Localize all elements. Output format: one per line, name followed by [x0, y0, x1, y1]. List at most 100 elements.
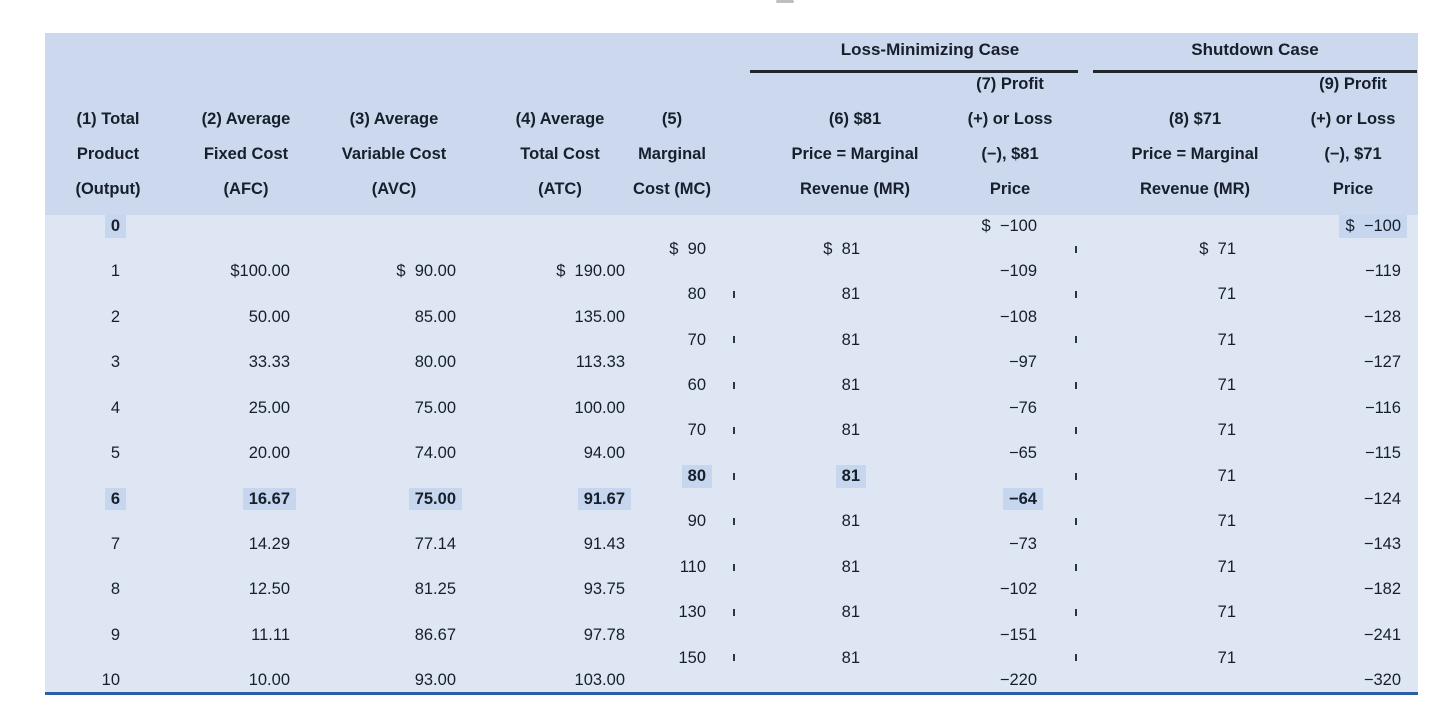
table-cell-col2-line18: 11.11 [251, 625, 290, 644]
table-cell-col8-line1: $ 71 [1199, 239, 1236, 258]
table-cell-col8-line15: 71 [1217, 557, 1236, 576]
column-header-line: Total Cost [520, 145, 600, 163]
table-cell-col7-line10: −65 [1009, 444, 1037, 463]
table-cell-col4-line16: 93.75 [583, 580, 625, 599]
group-header-loss-minimizing: Loss-Minimizing Case [840, 40, 1020, 59]
row-separator-tick [733, 291, 735, 298]
column-header-1: (1) Total Product (Output) [75, 102, 140, 207]
table-cell-col1-line2: 1 [110, 262, 120, 281]
table-cell-col7-line4: −108 [999, 307, 1037, 326]
table-cell-col9-line16: −182 [1363, 580, 1401, 599]
row-separator-tick [1075, 654, 1077, 662]
row-separator-tick [1075, 381, 1077, 389]
column-header-8: (8) $71 Price = Marginal Revenue (MR) [1131, 102, 1258, 207]
table-cell-col8-line19: 71 [1217, 648, 1236, 667]
table-cell-col5-line17: 130 [678, 603, 706, 622]
table-cell-col8-line3: 71 [1217, 285, 1236, 304]
table-cell-col8-line7: 71 [1217, 376, 1236, 394]
table-cell-col3-line12: 75.00 [408, 487, 462, 511]
column-header-line: (Output) [75, 180, 141, 198]
table-cell-col4-line10: 94.00 [583, 444, 625, 463]
column-header-line: Cost (MC) [633, 180, 711, 198]
group-header-shutdown: Shutdown Case [1191, 40, 1319, 59]
row-separator-tick [733, 654, 735, 662]
row-separator-tick [733, 563, 735, 571]
table-cell-col1-line0: 0 [104, 215, 126, 238]
column-header-line: Fixed Cost [203, 145, 289, 163]
column-header-9: (9) Profit (+) or Loss (−), $71 Price [1311, 67, 1396, 207]
table-cell-col9-line14: −143 [1363, 535, 1401, 553]
table-cell-col9-line18: −241 [1363, 625, 1401, 644]
row-separator-tick [733, 336, 735, 344]
column-header-line: Price [1332, 180, 1374, 198]
table-cell-col9-line0: $ −100 [1339, 215, 1407, 238]
column-header-line: (+) or Loss [967, 110, 1053, 128]
row-separator-tick [733, 518, 735, 526]
column-header-6: (6) $81 Price = Marginal Revenue (MR) [791, 102, 918, 207]
table-cell-col6-line15: 81 [841, 557, 860, 576]
table-cell-col1-line18: 9 [110, 625, 120, 644]
table-cell-col7-line2: −109 [999, 262, 1037, 281]
table-cell-col2-line20: 10.00 [248, 671, 290, 690]
column-header-line: (5) [661, 110, 683, 128]
column-header-line: Revenue (MR) [1139, 180, 1251, 198]
table-cell-col4-line18: 97.78 [583, 625, 625, 644]
table-cell-col2-line6: 33.33 [248, 353, 290, 372]
column-header-line: Price = Marginal [791, 145, 919, 163]
table-cell-col6-line1: $ 81 [823, 239, 860, 258]
group-underline-shutdown [1093, 70, 1417, 73]
table-cell-col7-line14: −73 [1009, 535, 1037, 553]
row-separator-tick [733, 609, 735, 616]
column-header-line: Variable Cost [341, 145, 447, 163]
table-header: Loss-Minimizing Case Shutdown Case (1) T… [45, 33, 1418, 215]
table-cell-col6-line19: 81 [841, 648, 860, 667]
table-cell-col1-line10: 5 [110, 444, 120, 463]
table-cell-col5-line1: $ 90 [669, 239, 706, 258]
column-header-line: (−), $81 [981, 145, 1039, 163]
table-cell-col6-line11: 81 [835, 464, 866, 488]
row-separator-tick [1075, 291, 1077, 298]
group-underline-loss-minimizing [750, 70, 1078, 73]
table-cell-col3-line10: 74.00 [414, 444, 456, 463]
row-separator-tick [1075, 609, 1077, 616]
table-cell-col1-line16: 8 [110, 580, 120, 599]
row-separator-tick [1075, 245, 1077, 253]
table-cell-col5-line13: 90 [687, 512, 706, 531]
column-header-line: (9) Profit [1319, 75, 1387, 93]
column-header-line: Price [989, 180, 1031, 198]
table-cell-col5-line3: 80 [687, 285, 706, 304]
table-cell-col7-line6: −97 [1009, 353, 1037, 372]
column-header-line: (8) $71 [1168, 110, 1222, 128]
row-separator-tick [733, 427, 735, 435]
column-header-line: (3) Average [349, 110, 439, 128]
row-separator-tick [733, 472, 735, 480]
table-cell-col7-line8: −76 [1009, 398, 1037, 417]
table-cell-col3-line6: 80.00 [414, 353, 456, 372]
table-cell-col2-line8: 25.00 [248, 398, 290, 417]
column-header-line: (ATC) [538, 180, 582, 198]
table-cell-col6-line5: 81 [841, 330, 860, 349]
table-cell-col4-line20: 103.00 [574, 671, 625, 690]
table-cell-col5-line7: 60 [687, 376, 706, 394]
table-cell-col1-line20: 10 [101, 671, 120, 690]
column-header-line: (1) Total [76, 110, 140, 128]
table-cell-col6-line9: 81 [841, 421, 860, 440]
column-header-line: (6) $81 [828, 110, 882, 128]
table-cell-col3-line2: $ 90.00 [396, 262, 456, 281]
table-cell-col4-line12: 91.67 [577, 487, 631, 511]
column-header-line: (AVC) [371, 180, 417, 198]
row-separator-tick [1075, 472, 1077, 480]
table-cell-col9-line4: −128 [1363, 307, 1401, 326]
column-header-5: (5) Marginal Cost (MC) [633, 102, 711, 207]
table-cell-col7-line12: −64 [1003, 487, 1043, 511]
table-cell-col4-line4: 135.00 [574, 307, 625, 326]
table-cell-col3-line14: 77.14 [414, 535, 456, 553]
table-cell-col2-line14: 14.29 [248, 535, 290, 553]
table-cell-col5-line19: 150 [678, 648, 706, 667]
table-cell-col9-line6: −127 [1363, 353, 1401, 372]
table-cell-col2-line12: 16.67 [242, 487, 296, 511]
table-cell-col8-line17: 71 [1217, 603, 1236, 622]
table-cell-col3-line4: 85.00 [414, 307, 456, 326]
table-cell-col1-line14: 7 [110, 535, 120, 553]
